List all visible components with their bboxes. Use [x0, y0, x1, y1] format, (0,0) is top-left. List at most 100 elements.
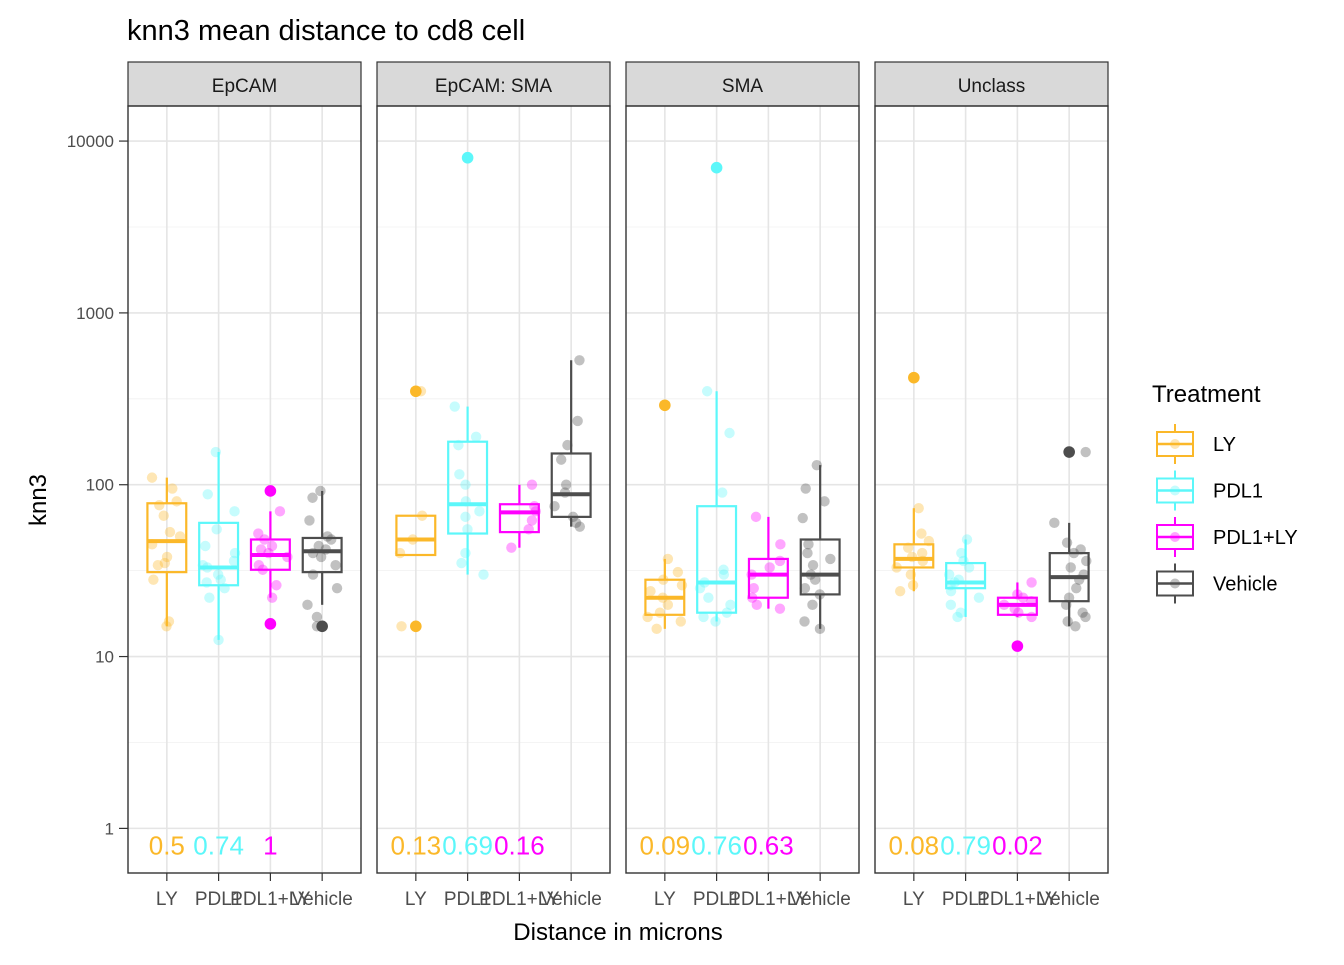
- p-value-label: 1: [263, 830, 277, 860]
- outlier-point: [659, 399, 671, 412]
- jitter-point: [672, 566, 684, 578]
- panel-border: [376, 105, 611, 874]
- jitter-point: [916, 528, 927, 539]
- box: [498, 503, 540, 534]
- box-group: [394, 385, 437, 633]
- box: [696, 505, 738, 614]
- jitter-point: [304, 515, 315, 526]
- jitter-point: [449, 401, 460, 412]
- jitter-point: [460, 511, 471, 523]
- box-group: [943, 534, 987, 623]
- jitter-point: [913, 503, 924, 514]
- outlier-point: [461, 151, 474, 164]
- legend-point: [1170, 532, 1180, 542]
- facet-strip-label: EpCAM: SMA: [435, 76, 553, 97]
- box: [747, 557, 789, 599]
- y-tick-label: 1: [105, 819, 114, 838]
- x-tick-label: PDL1+LY: [977, 889, 1058, 910]
- box: [799, 538, 841, 596]
- y-tick-label: 10: [95, 648, 114, 667]
- box-group: [146, 472, 188, 632]
- jitter-point: [645, 586, 656, 597]
- jitter-point: [228, 555, 240, 567]
- jitter-point: [396, 621, 407, 632]
- jitter-point: [1071, 582, 1082, 594]
- p-value-label: 0.69: [442, 830, 493, 860]
- jitter-point: [894, 586, 906, 597]
- jitter-point: [916, 547, 928, 559]
- box-group: [197, 446, 241, 646]
- legend-label: Vehicle: [1213, 574, 1278, 596]
- legend-point: [1170, 485, 1180, 496]
- jitter-point: [470, 431, 482, 443]
- jitter-point: [158, 510, 169, 521]
- facet-panel: Unclass LY 0.08 PDL1 0.79 PDL1+LY 0.02 Vehicle: [874, 61, 1109, 910]
- box-group: [746, 511, 789, 614]
- panel-border: [874, 105, 1109, 874]
- jitter-point: [274, 506, 286, 517]
- box-group: [642, 399, 688, 635]
- x-tick-label: PDL1: [195, 889, 243, 910]
- jitter-point: [266, 592, 278, 603]
- jitter-point: [315, 551, 327, 563]
- jitter-point: [152, 560, 164, 571]
- x-tick-label: PDL1: [444, 889, 492, 910]
- facet-strip-label: Unclass: [958, 76, 1026, 97]
- jitter-point: [725, 599, 736, 611]
- jitter-point: [311, 611, 323, 623]
- panel-border: [127, 105, 362, 874]
- jitter-point: [819, 496, 830, 507]
- jitter-point: [775, 539, 786, 550]
- legend-label: LY: [1213, 434, 1236, 456]
- box: [550, 452, 592, 518]
- y-axis-label: knn3: [25, 474, 52, 526]
- jitter-point: [200, 540, 211, 552]
- legend-label: PDL1: [1213, 481, 1263, 503]
- jitter-point: [807, 599, 818, 611]
- jitter-point: [1077, 607, 1088, 618]
- y-axis-ticks: 1 10 100 1000 10000: [67, 132, 128, 838]
- legend-key: PDL1+LY: [1156, 517, 1298, 557]
- box-group: [301, 485, 343, 633]
- p-value-label: 0.5: [149, 830, 185, 860]
- facet-strip: [127, 61, 362, 107]
- facet-panels: EpCAMLY0.5PDL10.74PDL1+LY1VehicleEpCAM: …: [127, 61, 1109, 910]
- jitter-point: [456, 557, 467, 569]
- jitter-point: [204, 592, 215, 603]
- jitter-point: [574, 355, 585, 366]
- jitter-point: [148, 574, 159, 585]
- jitter-point: [952, 611, 963, 623]
- jitter-point: [799, 616, 810, 627]
- legend-point: [1170, 439, 1180, 449]
- x-tick-label: PDL1: [693, 889, 741, 910]
- y-tick-label: 1000: [76, 304, 114, 323]
- jitter-point: [651, 623, 662, 635]
- jitter-point: [330, 560, 341, 571]
- jitter-point: [163, 616, 175, 627]
- jitter-point: [956, 547, 967, 559]
- jitter-point: [556, 454, 567, 465]
- legend-key: PDL1: [1156, 470, 1263, 511]
- jitter-point: [313, 540, 324, 552]
- legend: Treatment LY PDL1 PDL1+LY Vehicle: [1152, 381, 1298, 604]
- jitter-point: [574, 521, 586, 532]
- x-tick-label: Vehicle: [292, 889, 353, 910]
- gridlines: [626, 106, 859, 873]
- jitter-point: [331, 582, 343, 594]
- facet-strip-label: SMA: [722, 76, 764, 97]
- jitter-point: [562, 439, 573, 451]
- gridlines: [377, 106, 610, 873]
- jitter-point: [973, 592, 985, 603]
- gridlines: [128, 106, 361, 873]
- box-group: [549, 355, 592, 532]
- p-value-label: 0.02: [992, 830, 1043, 860]
- p-value-label: 0.79: [940, 830, 991, 860]
- jitter-point: [809, 574, 821, 585]
- box-group: [498, 479, 541, 553]
- box-group: [1048, 446, 1092, 632]
- jitter-point: [1062, 616, 1073, 627]
- legend-keys: LY PDL1 PDL1+LY Vehicle: [1156, 424, 1298, 604]
- jitter-point: [703, 592, 714, 603]
- outlier-point: [410, 620, 422, 633]
- p-value-label: 0.09: [640, 830, 691, 860]
